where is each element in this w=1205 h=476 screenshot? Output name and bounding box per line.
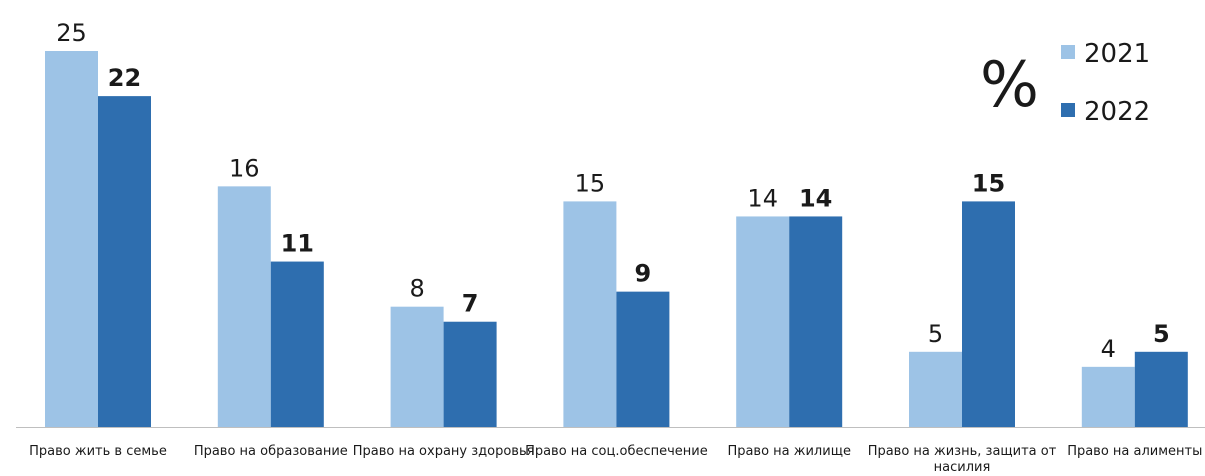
value-label-2022-4: 9: [635, 260, 652, 288]
value-labels-group: 25 22 16 11 8 7 15 9 14 14 5 15 4 5: [56, 19, 1169, 363]
value-label-2021-5: 14: [747, 184, 778, 212]
bar-2022-3: [443, 321, 497, 427]
category-label-6: Право на жизнь, защита от насилия: [868, 444, 1057, 475]
legend-swatch-2022: [1061, 103, 1075, 117]
value-label-2021-7: 4: [1101, 335, 1116, 363]
bar-2022-7: [1134, 351, 1188, 427]
value-label-2021-3: 8: [409, 275, 424, 303]
value-label-2022-2: 11: [281, 230, 314, 258]
category-label-4: Право на соц.обеспечение: [525, 444, 708, 459]
category-label-5: Право на жилище: [727, 444, 851, 459]
value-label-2022-1: 22: [108, 64, 141, 92]
value-label-2022-6: 15: [972, 169, 1005, 197]
legend: 2021 2022: [1061, 39, 1150, 127]
bar-2021-7: [1081, 366, 1135, 427]
bar-2021-4: [563, 201, 617, 427]
value-label-2022-3: 7: [462, 290, 479, 318]
value-label-2022-7: 5: [1153, 320, 1170, 348]
bar-2022-1: [98, 96, 151, 428]
category-label-7: Право на алименты: [1067, 444, 1202, 459]
value-label-2022-5: 14: [799, 184, 832, 212]
bar-2022-2: [270, 261, 324, 427]
legend-label-2022: 2022: [1084, 97, 1150, 127]
bar-2021-2: [217, 186, 271, 427]
category-label-3: Право на охрану здоровья: [353, 444, 535, 459]
category-label-1: Право жить в семье: [29, 444, 167, 459]
bar-2022-5: [789, 216, 843, 427]
legend-swatch-2021: [1061, 45, 1075, 59]
unit-label: %: [980, 48, 1039, 121]
value-label-2021-1: 25: [56, 19, 87, 47]
bar-2021-5: [736, 216, 790, 427]
bar-2022-6: [962, 201, 1015, 427]
category-label-2: Право на образование: [194, 444, 348, 459]
bar-2022-4: [616, 291, 670, 427]
legend-label-2021: 2021: [1084, 39, 1150, 69]
category-labels-group: Право жить в семье Право на образование Пр…: [29, 444, 1202, 475]
bar-2021-6: [909, 351, 962, 427]
bar-2021-1: [45, 51, 98, 427]
bar-2021-3: [390, 306, 444, 427]
value-label-2021-6: 5: [928, 320, 943, 348]
value-label-2021-2: 16: [229, 154, 260, 182]
value-label-2021-4: 15: [575, 169, 606, 197]
bars-group: [45, 51, 1188, 428]
